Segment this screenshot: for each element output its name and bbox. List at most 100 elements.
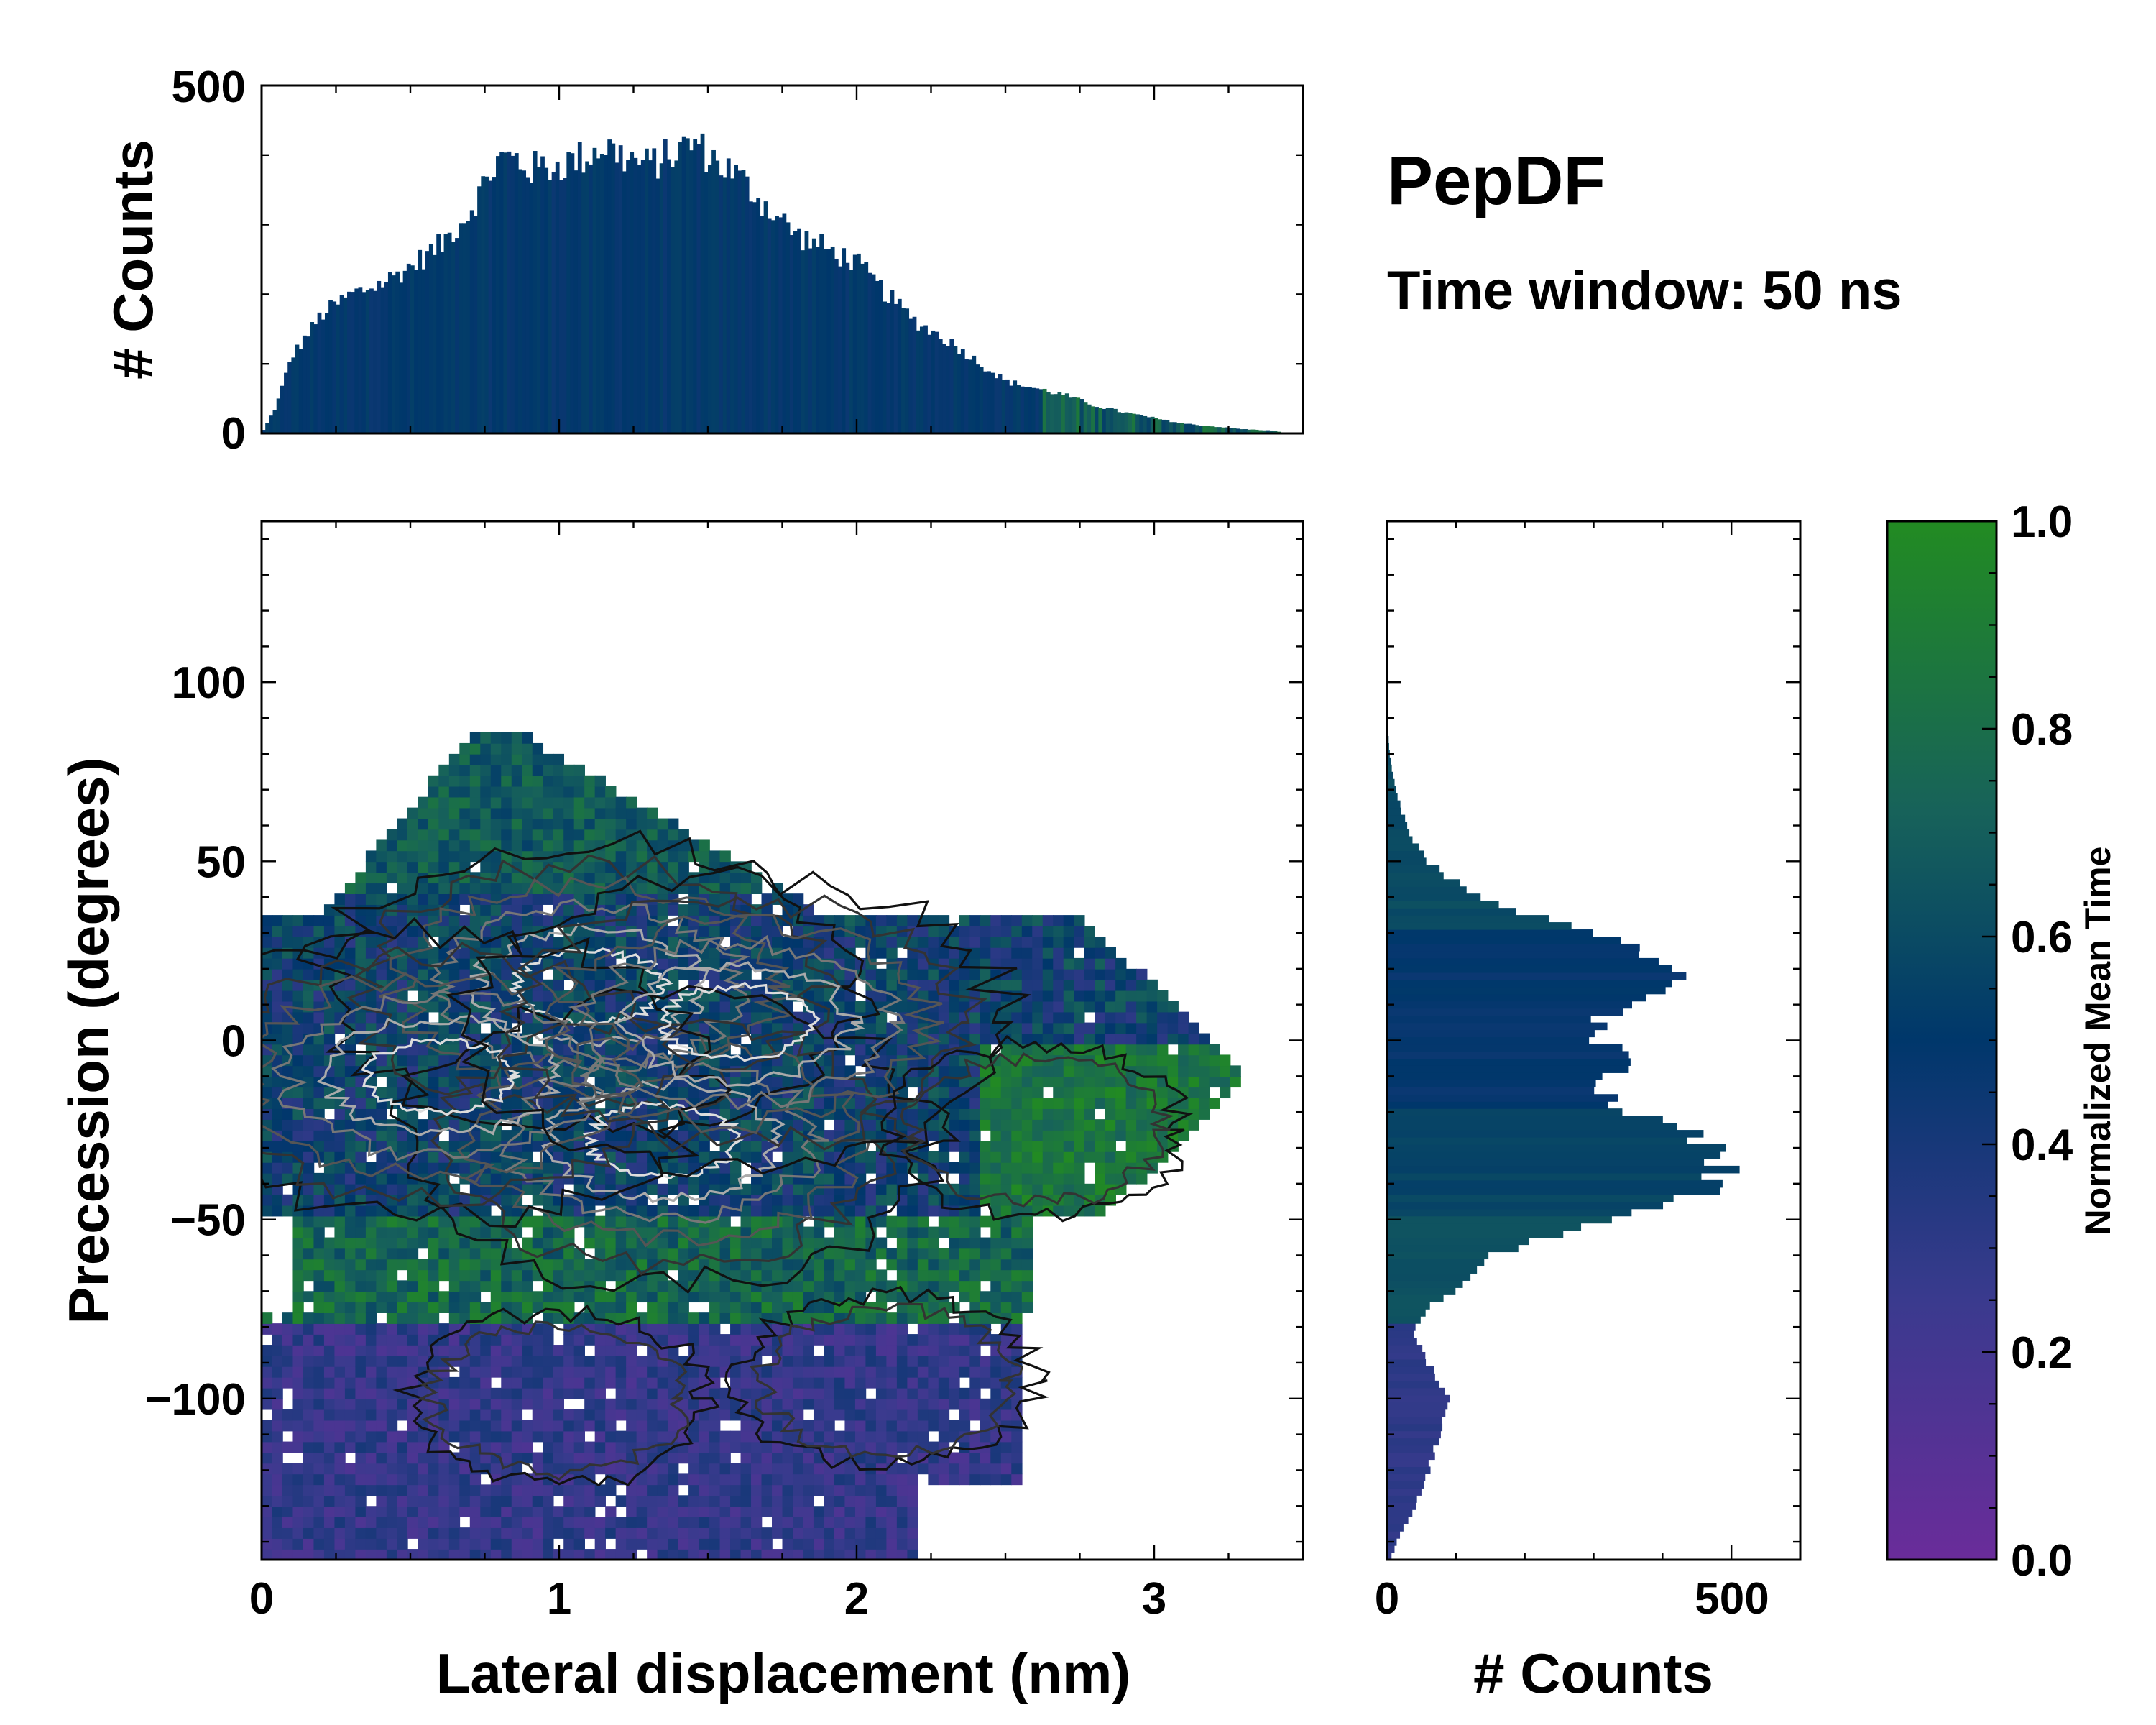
heatmap-cell (782, 1473, 793, 1486)
heatmap-cell (334, 915, 346, 926)
top-histogram-bar (1020, 386, 1025, 433)
heatmap-cell (803, 1355, 814, 1367)
heatmap-cell (490, 1538, 502, 1550)
heatmap-cell (522, 1011, 533, 1024)
heatmap-cell (959, 1226, 971, 1238)
top-histogram-bar (533, 151, 538, 433)
top-histogram-bar (931, 330, 936, 433)
heatmap-cell (397, 850, 408, 862)
heatmap-cell (573, 1495, 585, 1507)
heatmap-cell (584, 796, 596, 809)
heatmap-cell (824, 1527, 835, 1539)
heatmap-cell (824, 1506, 835, 1518)
heatmap-cell (459, 1398, 471, 1410)
heatmap-cell (438, 1215, 450, 1228)
heatmap-cell (262, 1194, 273, 1206)
heatmap-cell (647, 1345, 658, 1356)
heatmap-cell (262, 1355, 273, 1367)
heatmap-cell (803, 1376, 814, 1389)
heatmap-cell (761, 915, 773, 926)
heatmap-cell (886, 1506, 898, 1518)
top-histogram-bar (1194, 425, 1199, 433)
heatmap-cell (875, 968, 888, 980)
heatmap-cell (355, 1398, 367, 1410)
heatmap-cell (834, 1376, 846, 1389)
heatmap-cell (334, 1409, 346, 1421)
heatmap-cell (480, 1495, 492, 1507)
heatmap-cell (699, 926, 710, 937)
heatmap-cell (303, 1215, 315, 1228)
heatmap-cell (334, 1215, 346, 1228)
heatmap-cell (459, 1194, 471, 1206)
heatmap-cell (543, 893, 554, 905)
heatmap-cell (792, 1205, 804, 1217)
heatmap-cell (418, 1119, 429, 1131)
heatmap-cell (730, 1430, 742, 1443)
heatmap-cell (469, 1183, 482, 1195)
heatmap-cell (1011, 1108, 1023, 1120)
top-histogram-bar (592, 147, 597, 433)
heatmap-cell (1021, 957, 1033, 970)
heatmap-cell (719, 883, 731, 895)
heatmap-cell (969, 1130, 981, 1141)
heatmap-cell (678, 1517, 689, 1528)
heatmap-cell (709, 1345, 721, 1356)
heatmap-cell (553, 1463, 565, 1475)
heatmap-cell (448, 1420, 461, 1432)
heatmap-cell (511, 1269, 523, 1282)
heatmap-cell (262, 1484, 273, 1496)
top-histogram-bar (767, 218, 772, 433)
heatmap-cell (397, 1366, 408, 1378)
heatmap-cell (418, 1484, 429, 1496)
heatmap-cell (365, 947, 377, 959)
heatmap-cell (615, 1215, 627, 1228)
heatmap-cell (480, 1538, 492, 1550)
heatmap-cell (949, 1376, 960, 1389)
heatmap-cell (605, 829, 617, 841)
heatmap-cell (355, 1549, 367, 1560)
heatmap-cell (397, 1549, 408, 1560)
top-histogram-bar (871, 274, 876, 433)
heatmap-cell (448, 1538, 461, 1550)
heatmap-cell (657, 1248, 668, 1260)
top-histogram-bar (1095, 407, 1099, 433)
heatmap-cell (688, 1065, 700, 1077)
heatmap-cell (772, 1517, 783, 1528)
heatmap-cell (397, 872, 408, 884)
top-histogram-bar (310, 322, 315, 433)
heatmap-cell (543, 1420, 554, 1432)
heatmap-cell (886, 1366, 898, 1378)
heatmap-cell (355, 1538, 367, 1550)
heatmap-cell (448, 796, 461, 809)
heatmap-cell (886, 1484, 898, 1496)
heatmap-cell (824, 1291, 835, 1303)
heatmap-cell (365, 1323, 377, 1335)
heatmap-cell (292, 1237, 304, 1249)
heatmap-cell (990, 947, 1002, 959)
heatmap-cell (532, 764, 544, 776)
heatmap-cell (1000, 979, 1013, 991)
heatmap-cell (1042, 979, 1054, 991)
heatmap-cell (1053, 979, 1064, 991)
heatmap-cell (282, 1527, 294, 1539)
heatmap-cell (969, 1312, 981, 1324)
heatmap-cell (355, 1248, 367, 1260)
top-histogram-bar (447, 232, 452, 433)
heatmap-cell (699, 1312, 710, 1324)
heatmap-cell (365, 968, 377, 980)
heatmap-cell (469, 1538, 482, 1550)
heatmap-cell (938, 1409, 950, 1421)
heatmap-cell (313, 968, 325, 980)
top-histogram-bar (455, 238, 459, 433)
heatmap-cell (657, 1312, 668, 1324)
heatmap-cell (730, 1506, 742, 1518)
heatmap-cell (772, 1452, 783, 1464)
heatmap-cell (323, 1398, 336, 1410)
heatmap-cell (282, 979, 294, 991)
heatmap-cell (938, 1473, 950, 1486)
top-histogram-bar (291, 357, 296, 433)
heatmap-cell (803, 1226, 814, 1238)
heatmap-cell (553, 1044, 565, 1056)
heatmap-cell (854, 1409, 867, 1421)
